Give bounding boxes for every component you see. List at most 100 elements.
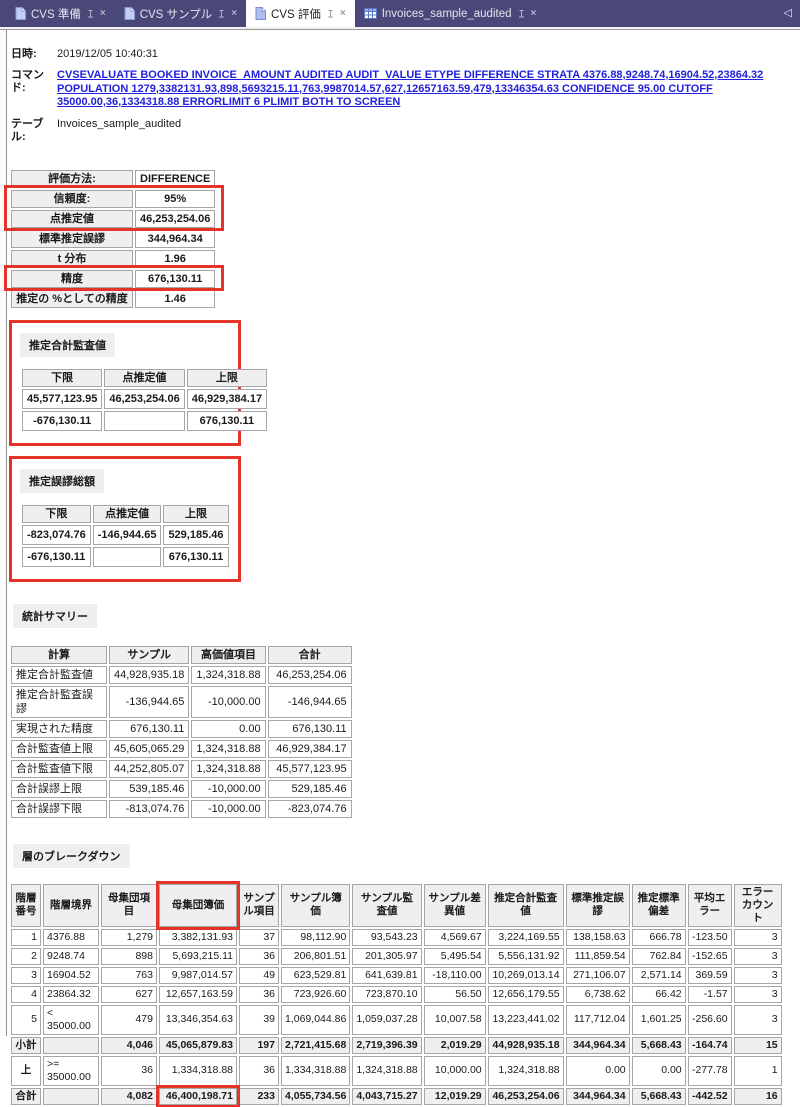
cell: 723,926.60 — [281, 985, 351, 1003]
cell: 12,656,179.55 — [487, 985, 564, 1003]
cell: 5,668.43 — [631, 1087, 686, 1105]
cell: 93,543.23 — [352, 928, 422, 946]
cell: 3 — [733, 947, 782, 965]
total-population-book-value-cell: 46,400,198.71 — [156, 1084, 240, 1107]
cell: -823,074.76 — [267, 799, 352, 818]
cell: 46,929,384.17 — [186, 388, 268, 409]
pin-icon[interactable] — [517, 9, 526, 18]
cell: 39 — [239, 1004, 279, 1035]
cell: 10,269,013.14 — [487, 966, 564, 984]
col-header: 階層境界 — [43, 883, 99, 927]
cell: 201,305.97 — [352, 947, 422, 965]
tab-cvs-sample[interactable]: CVS サンプル × — [115, 0, 246, 27]
cell: 36 — [101, 1055, 157, 1086]
col-header: サンプル差異値 — [423, 883, 486, 927]
close-icon[interactable]: × — [530, 7, 537, 19]
cell: 98,112.90 — [281, 928, 351, 946]
annotation-box-est-error-section: 推定誤謬総額 下限 点推定値 上限 -823,074.76 -146,944.6… — [9, 455, 241, 582]
cell: 1,324,318.88 — [191, 759, 266, 778]
cell: 4,046 — [101, 1036, 157, 1054]
cell: 46,253,254.06 — [104, 388, 185, 409]
section-title-est-audit: 推定合計監査値 — [20, 332, 115, 357]
stratum-row: 2 9248.74 898 5,693,215.11 36 206,801.51 201,3… — [11, 947, 782, 965]
close-icon[interactable]: × — [231, 7, 238, 19]
stat-value: 46,253,254.06 — [135, 209, 216, 228]
cell: 66.42 — [631, 985, 686, 1003]
annotation-box-est-audit-section: 推定合計監査値 下限 点推定値 上限 45,577,123.95 46,253,… — [9, 319, 268, 446]
row-label: 推定合計監査値 — [11, 665, 107, 684]
cell: 898 — [101, 947, 157, 965]
cell: 5,693,215.11 — [159, 947, 237, 965]
tab-label: CVS サンプル — [139, 8, 213, 21]
cell: 676,130.11 — [163, 546, 229, 567]
cell: -10,000.00 — [191, 779, 266, 798]
cell: -813,074.76 — [109, 799, 190, 818]
row-label: 合計誤謬上限 — [11, 779, 107, 798]
row-label: 上 — [11, 1055, 41, 1086]
pin-icon[interactable] — [326, 9, 335, 18]
document-icon — [15, 7, 26, 20]
stratum-row: 5 < 35000.00 479 13,346,354.63 39 1,069,044.8… — [11, 1004, 782, 1035]
cell: -18,110.00 — [423, 966, 486, 984]
panel-left-gutter — [0, 30, 7, 1036]
tab-cvs-junbi[interactable]: CVS 準備 × — [6, 0, 115, 27]
document-icon — [255, 7, 267, 20]
cell: 529,185.46 — [267, 779, 352, 798]
close-icon[interactable]: × — [339, 7, 346, 19]
command-link[interactable]: CVSEVALUATE BOOKED INVOICE_AMOUNT AUDITE… — [57, 69, 764, 108]
cell: 1,324,318.88 — [352, 1055, 422, 1086]
pin-icon[interactable] — [86, 9, 95, 18]
cell: 5,495.54 — [423, 947, 486, 965]
cell: -164.74 — [687, 1036, 732, 1054]
cell: 9248.74 — [43, 947, 99, 965]
col-header: 点推定値 — [104, 368, 185, 387]
cell: 12,019.29 — [423, 1087, 486, 1105]
tab-invoices-table[interactable]: Invoices_sample_audited × — [355, 0, 546, 27]
cell: 111,859.54 — [565, 947, 630, 965]
stratum-row: 4 23864.32 627 12,657,163.59 36 723,926.60 723… — [11, 985, 782, 1003]
cell: 10,000.00 — [423, 1055, 486, 1086]
cell: 1 — [733, 1055, 782, 1086]
cell: 16 — [733, 1087, 782, 1105]
cell: 4,043,715.27 — [352, 1087, 422, 1105]
cell: 36 — [239, 947, 279, 965]
cell: 479 — [101, 1004, 157, 1035]
cell: 3,382,131.93 — [159, 928, 237, 946]
tab-scroll-arrow-icon[interactable]: ◁ — [783, 7, 792, 19]
col-header: サンプル項目 — [239, 883, 279, 927]
cell: -256.60 — [687, 1004, 732, 1035]
cell: 369.59 — [687, 966, 732, 984]
stat-value: 344,964.34 — [135, 229, 216, 248]
col-header: サンプル監査値 — [352, 883, 422, 927]
cell: 3 — [733, 985, 782, 1003]
section-title-est-error: 推定誤謬総額 — [20, 468, 104, 493]
cell: 3 — [733, 966, 782, 984]
cell: 5,668.43 — [631, 1036, 686, 1054]
tab-bar: CVS 準備 × CVS サンプル × CVS 評価 × Invoices_sa… — [0, 0, 800, 29]
tab-cvs-hyoka-active[interactable]: CVS 評価 × — [246, 0, 355, 27]
cell: 13,346,354.63 — [159, 1004, 237, 1035]
cell: -823,074.76 — [22, 524, 91, 545]
pin-icon[interactable] — [217, 9, 226, 18]
cell: 44,928,935.18 — [487, 1036, 564, 1054]
cell: 1,324,318.88 — [191, 739, 266, 758]
row-label: 小計 — [11, 1036, 41, 1054]
row-label: 合計誤謬下限 — [11, 799, 107, 818]
row-label: 推定合計監査誤謬 — [11, 685, 107, 718]
table-label: テーブル: — [11, 117, 44, 143]
cell: 0.00 — [191, 719, 266, 738]
cell — [104, 410, 185, 431]
cell: 45,065,879.83 — [159, 1036, 237, 1054]
summary-table: 計算 サンプル 高価値項目 合計 推定合計監査値 44,928,935.18 1,3… — [9, 644, 354, 820]
col-header: 上限 — [186, 368, 268, 387]
cell: < 35000.00 — [43, 1004, 99, 1035]
col-header: 標準推定誤謬 — [565, 883, 630, 927]
col-header: サンプル — [109, 645, 190, 664]
close-icon[interactable]: × — [99, 7, 106, 19]
col-header: 推定標準偏差 — [631, 883, 686, 927]
est-audit-table: 下限 点推定値 上限 45,577,123.95 46,253,254.06 4… — [20, 367, 269, 433]
col-header: 母集団項目 — [101, 883, 157, 927]
stat-value: 1.96 — [135, 249, 216, 268]
cell: 4,055,734.56 — [281, 1087, 351, 1105]
stat-value: DIFFERENCE — [135, 169, 216, 188]
